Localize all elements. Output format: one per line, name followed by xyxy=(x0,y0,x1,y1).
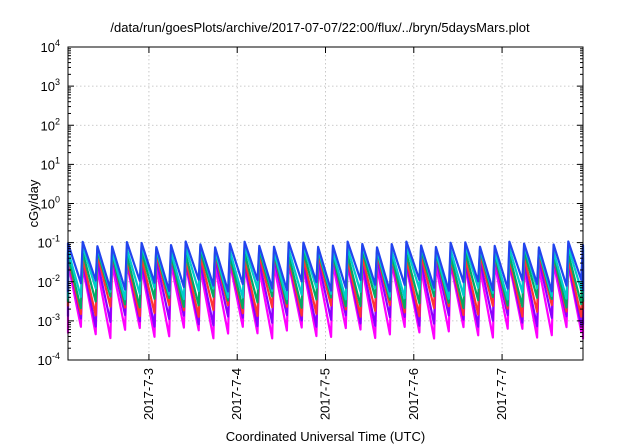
y-tick-label: 104 xyxy=(41,38,60,55)
x-axis: 2017-7-3 2017-7-4 2017-7-5 2017-7-6 2017-7-7 xyxy=(141,47,509,420)
series-group xyxy=(66,240,585,340)
y-tick-label: 10-4 xyxy=(38,351,60,368)
chart-title: /data/run/goesPlots/archive/2017-07-07/2… xyxy=(110,20,530,35)
y-tick-label: 102 xyxy=(41,116,60,133)
x-tick-label: 2017-7-6 xyxy=(406,368,421,420)
x-axis-label: Coordinated Universal Time (UTC) xyxy=(225,429,426,444)
y-axis-label: cGy/day xyxy=(26,179,41,227)
y-axis: 104 103 102 101 100 10-1 10-2 10-3 10-4 xyxy=(38,38,583,368)
y-tick-label: 10-2 xyxy=(38,273,60,290)
y-tick-label: 101 xyxy=(41,155,60,172)
y-tick-label: 103 xyxy=(41,77,60,94)
y-tick-label: 10-3 xyxy=(38,312,60,329)
x-tick-label: 2017-7-7 xyxy=(494,368,509,420)
series-line xyxy=(66,240,585,293)
x-tick-label: 2017-7-3 xyxy=(141,368,156,420)
y-tick-label: 10-1 xyxy=(38,234,60,251)
y-tick-label: 100 xyxy=(41,195,60,212)
x-tick-label: 2017-7-4 xyxy=(229,368,244,420)
x-tick-label: 2017-7-5 xyxy=(318,368,333,420)
